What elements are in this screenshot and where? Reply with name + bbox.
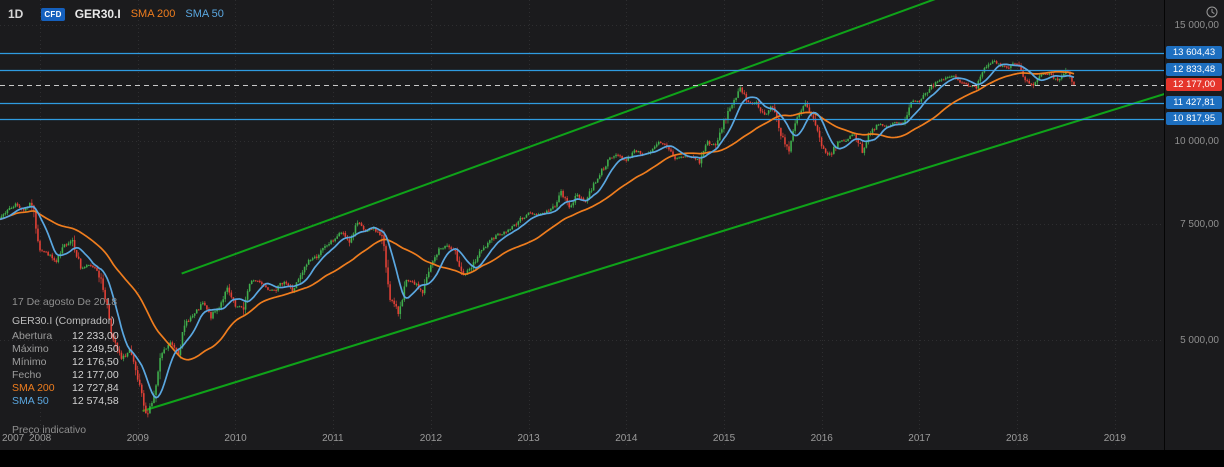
level-price-badge[interactable]: 10 817,95 [1166,112,1222,126]
open-label: Abertura [12,330,53,342]
sma50-legend-label[interactable]: SMA 50 [185,8,224,20]
level-price-badge[interactable]: 11 427,81 [1166,96,1222,110]
data-window: 17 De agosto De 2018 GER30.I (Comprador)… [12,296,162,437]
data-window-row: Fecho 12 177,00 [12,369,162,382]
time-axis[interactable]: 2007 2008 2009 2010 2011 2012 2013 2014 2015 2016… [0,429,1224,450]
time-axis-label: 2009 [126,433,149,444]
price-axis-label: 10 000,00 [1174,136,1220,148]
timeframe-label[interactable]: 1D [8,7,24,21]
price-axis-label: 7 500,00 [1180,218,1219,230]
data-window-row: Máximo 12 249,50 [12,343,162,356]
sma50-row-value: 12 574,58 [72,395,119,407]
current-price-badge[interactable]: 12 177,00 [1166,78,1222,92]
open-value: 12 233,00 [72,330,119,342]
price-axis-label: 15 000,00 [1174,19,1220,31]
price-axis-label: 5 000,00 [1180,334,1219,346]
sma50-row-label: SMA 50 [12,395,49,407]
time-axis-label: 2014 [615,433,638,444]
time-axis-label: 2011 [322,433,344,444]
level-price-badge[interactable]: 13 604,43 [1166,46,1222,60]
time-axis-label: 2017 [908,433,931,444]
time-axis-label: 2019 [1103,433,1126,444]
high-value: 12 249,50 [72,343,119,355]
time-axis-label: 2007 [2,433,25,444]
time-axis-label: 2013 [517,433,540,444]
time-axis-label: 2010 [224,433,247,444]
data-window-row: Abertura 12 233,00 [12,330,162,343]
high-label: Máximo [12,343,49,355]
cfd-instrument-icon: CFD [41,7,65,21]
data-window-date: 17 De agosto De 2018 [12,296,118,308]
data-window-row: SMA 200 12 727,84 [12,382,162,395]
low-value: 12 176,50 [72,356,119,368]
clock-icon[interactable] [1206,5,1218,23]
close-value: 12 177,00 [72,369,119,381]
close-label: Fecho [12,369,42,381]
chart-legend: 1D CFD GER30.I SMA 200 SMA 50 [8,7,224,21]
bottom-panel [0,450,1224,467]
level-price-badge[interactable]: 12 833,48 [1166,63,1222,77]
time-axis-label: 2016 [810,433,833,444]
price-axis[interactable]: 15 000,00 10 000,00 7 500,00 5 000,00 13 604… [1164,0,1224,451]
data-window-title: GER30.I (Comprador) [12,315,115,327]
time-axis-label: 2015 [712,433,736,444]
time-axis-label: 2018 [1006,433,1029,444]
data-window-row: SMA 50 12 574,58 [12,395,162,408]
symbol-label[interactable]: GER30.I [74,7,121,21]
sma200-row-value: 12 727,84 [72,382,119,394]
data-window-row: Mínimo 12 176,50 [12,356,162,369]
time-axis-label: 2012 [419,433,443,444]
low-label: Mínimo [12,356,47,368]
time-axis-label: 2008 [29,433,52,444]
indicative-price-note: Preço indicativo [12,424,87,436]
sma200-row-label: SMA 200 [12,382,55,394]
sma200-legend-label[interactable]: SMA 200 [130,8,176,20]
